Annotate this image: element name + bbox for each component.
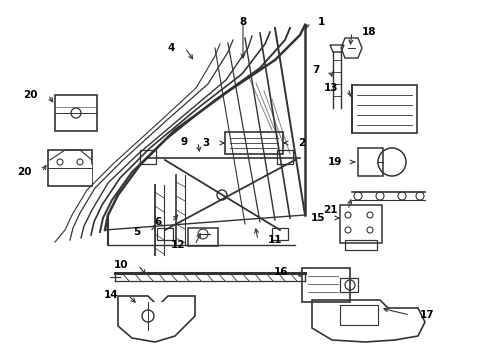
Text: 1: 1: [318, 17, 325, 27]
Bar: [340, 278, 358, 292]
Text: 13: 13: [323, 83, 338, 93]
Text: 14: 14: [103, 290, 118, 300]
Bar: [277, 150, 293, 164]
Text: 10: 10: [114, 260, 128, 270]
Text: 12: 12: [171, 240, 185, 250]
Text: 20: 20: [24, 90, 38, 100]
Text: 3: 3: [203, 138, 210, 148]
Bar: [48, 150, 92, 186]
Bar: [225, 132, 283, 154]
Polygon shape: [340, 305, 378, 325]
Text: 16: 16: [273, 267, 288, 277]
Text: 8: 8: [240, 17, 246, 27]
Bar: [352, 85, 417, 133]
Text: 4: 4: [168, 43, 175, 53]
Text: 11: 11: [268, 235, 283, 245]
Bar: [272, 228, 288, 240]
Bar: [358, 148, 383, 176]
Text: 7: 7: [313, 65, 320, 75]
Text: 17: 17: [420, 310, 435, 320]
Bar: [140, 150, 156, 164]
Text: 9: 9: [181, 137, 188, 147]
Bar: [55, 95, 97, 131]
Polygon shape: [50, 155, 92, 185]
Bar: [302, 268, 350, 302]
Text: 21: 21: [323, 205, 338, 215]
Text: 20: 20: [18, 167, 32, 177]
Bar: [340, 205, 382, 243]
Text: 19: 19: [328, 157, 342, 167]
Polygon shape: [128, 302, 175, 322]
Text: 2: 2: [298, 138, 305, 148]
Text: 18: 18: [362, 27, 376, 37]
Text: 5: 5: [133, 227, 140, 237]
Text: 15: 15: [311, 213, 325, 223]
Bar: [157, 228, 173, 240]
Bar: [345, 240, 377, 250]
Text: 6: 6: [155, 217, 162, 227]
Bar: [188, 228, 218, 246]
